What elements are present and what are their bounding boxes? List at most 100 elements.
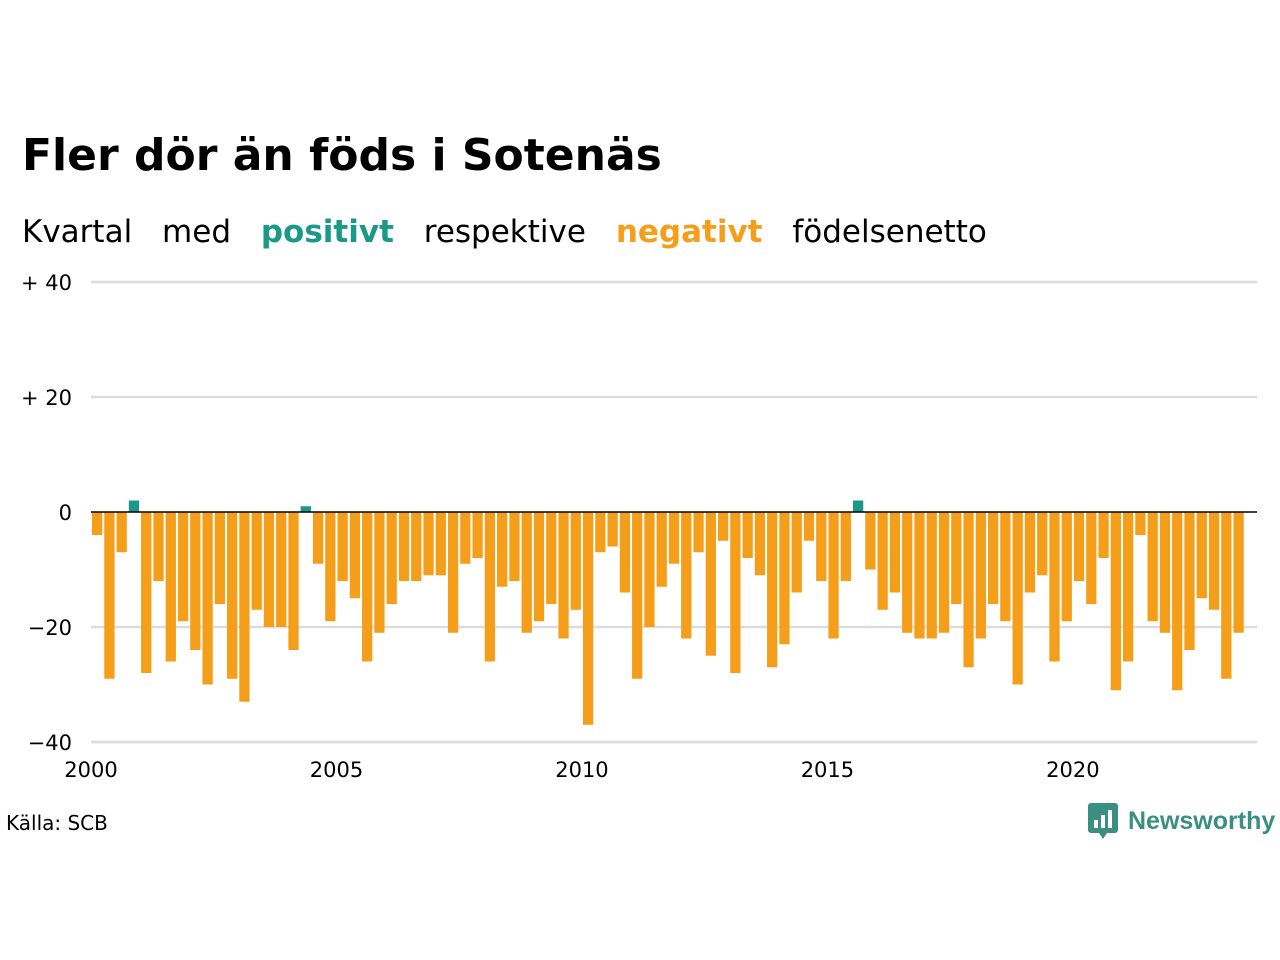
bar — [852, 500, 864, 512]
bar — [128, 500, 140, 512]
x-tick-label: 2010 — [555, 758, 608, 782]
bar — [1086, 512, 1097, 604]
bar — [300, 506, 311, 512]
bar — [779, 512, 790, 645]
x-tick-label: 2005 — [310, 758, 363, 782]
bar — [681, 512, 692, 639]
bar — [411, 512, 422, 581]
chart-subtitle: Kvartal med positivt respektive negativt… — [22, 214, 1007, 250]
bar — [803, 512, 815, 541]
chart-title: Fler dör än föds i Sotenäs — [22, 130, 662, 181]
bar — [423, 512, 434, 576]
bar — [92, 512, 103, 535]
bar — [1098, 512, 1109, 558]
newsworthy-chart-bubble-icon — [1088, 803, 1118, 839]
bar — [889, 512, 901, 593]
bar — [312, 512, 324, 564]
bar — [1196, 512, 1207, 599]
bar — [840, 512, 851, 581]
bar — [816, 512, 827, 581]
bar — [251, 512, 262, 610]
bar — [902, 512, 913, 633]
bar — [730, 512, 741, 673]
bar — [791, 512, 802, 593]
bar — [951, 512, 962, 604]
bar — [177, 512, 189, 622]
bar — [325, 512, 336, 622]
subtitle-word: med — [162, 214, 231, 250]
bar — [386, 512, 397, 604]
bar — [828, 512, 839, 639]
bar — [1122, 512, 1134, 662]
bar — [582, 512, 594, 725]
bar — [656, 512, 667, 587]
bar — [914, 512, 925, 639]
subtitle-positive-label: positivt — [260, 214, 394, 250]
bar — [460, 512, 471, 564]
bar — [276, 512, 287, 627]
bar — [546, 512, 557, 604]
bar — [607, 512, 618, 547]
logo-text: Newsworthy — [1128, 806, 1276, 835]
bar — [116, 512, 127, 553]
bar — [987, 512, 999, 604]
bar — [926, 512, 937, 639]
y-tick-label: + 20 — [21, 386, 72, 410]
bar — [877, 512, 888, 610]
bar — [1073, 512, 1085, 581]
bar — [1000, 512, 1011, 622]
bar — [693, 512, 704, 553]
bar — [1233, 512, 1244, 633]
bar — [202, 512, 213, 685]
x-tick-label: 2000 — [64, 758, 117, 782]
bar — [214, 512, 226, 604]
bar — [227, 512, 238, 679]
bar — [374, 512, 385, 633]
bar — [497, 512, 508, 587]
bar — [1221, 512, 1232, 679]
bar — [362, 512, 373, 662]
bar — [1110, 512, 1121, 691]
bar — [190, 512, 201, 650]
bar — [1172, 512, 1183, 691]
bar — [865, 512, 876, 570]
bar — [717, 512, 729, 541]
subtitle-word: Kvartal — [22, 214, 133, 250]
bar — [632, 512, 643, 679]
bar — [767, 512, 778, 668]
bar-chart: + 40 + 20 0 −20 −40 2000 2005 2010 2015 2020 — [21, 271, 1257, 782]
x-tick-label: 2020 — [1046, 758, 1099, 782]
bar — [349, 512, 361, 599]
bar — [1012, 512, 1023, 685]
bar — [595, 512, 606, 553]
bar — [1147, 512, 1158, 622]
bar — [533, 512, 545, 622]
bar — [619, 512, 631, 593]
bar — [1061, 512, 1072, 622]
bar — [975, 512, 986, 639]
x-tick-label: 2015 — [801, 758, 854, 782]
bar — [1024, 512, 1036, 593]
bar — [165, 512, 176, 662]
bar — [1184, 512, 1195, 650]
bar — [447, 512, 459, 633]
bar — [963, 512, 974, 668]
bar — [337, 512, 348, 581]
bar — [509, 512, 520, 581]
bar — [1135, 512, 1146, 535]
newsworthy-logo: Newsworthy — [1088, 803, 1275, 839]
bar — [141, 512, 152, 673]
bar — [1208, 512, 1220, 610]
bar — [938, 512, 950, 633]
bar — [1037, 512, 1048, 576]
bar — [521, 512, 532, 633]
y-tick-label: −40 — [28, 731, 72, 755]
bar — [570, 512, 581, 610]
bar — [1049, 512, 1060, 662]
bar — [239, 512, 250, 702]
bar — [742, 512, 753, 558]
subtitle-word: födelsenetto — [792, 214, 987, 250]
y-tick-label: + 40 — [21, 271, 72, 295]
source-note: Källa: SCB — [6, 811, 108, 835]
bar — [435, 512, 446, 576]
